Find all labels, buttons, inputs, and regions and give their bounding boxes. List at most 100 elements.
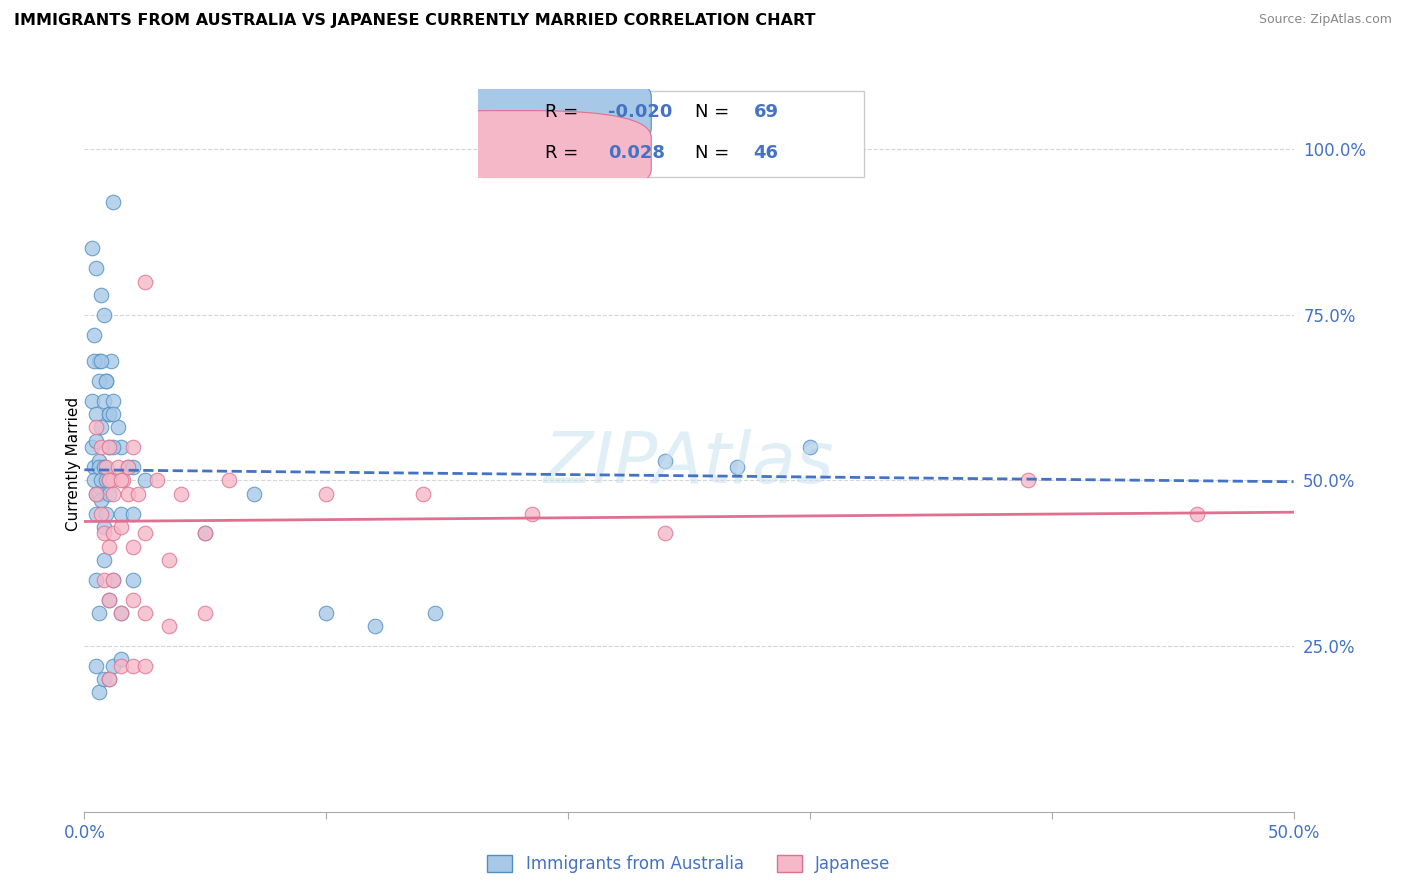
Text: 69: 69	[754, 103, 779, 121]
Point	[93, 393, 115, 408]
Point	[725, 460, 748, 475]
Point	[103, 573, 125, 587]
Point	[87, 685, 110, 699]
Point	[799, 440, 821, 454]
Point	[146, 474, 169, 488]
FancyBboxPatch shape	[375, 70, 651, 155]
Point	[97, 592, 120, 607]
Text: N =: N =	[695, 103, 734, 121]
Point	[194, 606, 217, 620]
Text: Source: ZipAtlas.com: Source: ZipAtlas.com	[1258, 13, 1392, 27]
Point	[103, 195, 125, 210]
Point	[134, 659, 156, 673]
Point	[93, 553, 115, 567]
Text: -0.020: -0.020	[607, 103, 672, 121]
Point	[97, 474, 120, 488]
Point	[103, 393, 125, 408]
Point	[83, 474, 105, 488]
Point	[90, 507, 112, 521]
Point	[93, 520, 115, 534]
Point	[86, 573, 108, 587]
Point	[157, 553, 180, 567]
Point	[80, 440, 103, 454]
Point	[654, 453, 676, 467]
Point	[423, 606, 446, 620]
Point	[121, 659, 143, 673]
Point	[110, 520, 132, 534]
Point	[87, 453, 110, 467]
Point	[93, 672, 115, 686]
Point	[121, 440, 143, 454]
Text: 46: 46	[754, 145, 779, 162]
Point	[80, 242, 103, 256]
Point	[107, 420, 129, 434]
Point	[97, 440, 120, 454]
Point	[134, 275, 156, 289]
Point	[97, 474, 120, 488]
Point	[103, 474, 125, 488]
Point	[97, 592, 120, 607]
Point	[94, 374, 117, 388]
Point	[117, 460, 139, 475]
Point	[1017, 474, 1039, 488]
Text: N =: N =	[695, 145, 734, 162]
Point	[93, 308, 115, 322]
Point	[218, 474, 240, 488]
Point	[1185, 507, 1208, 521]
Point	[86, 434, 108, 448]
Point	[83, 354, 105, 368]
Point	[194, 526, 217, 541]
Point	[363, 619, 385, 633]
Text: R =: R =	[546, 145, 589, 162]
Point	[87, 460, 110, 475]
Point	[93, 526, 115, 541]
Point	[97, 440, 120, 454]
Point	[94, 474, 117, 488]
Point	[87, 486, 110, 500]
Point	[94, 374, 117, 388]
Point	[117, 460, 139, 475]
Point	[90, 493, 112, 508]
Point	[103, 440, 125, 454]
Point	[157, 619, 180, 633]
Text: 0.028: 0.028	[607, 145, 665, 162]
Point	[315, 606, 337, 620]
Point	[134, 474, 156, 488]
Point	[103, 486, 125, 500]
Point	[121, 573, 143, 587]
Point	[170, 486, 193, 500]
Point	[110, 606, 132, 620]
Point	[103, 407, 125, 421]
Point	[110, 440, 132, 454]
Point	[86, 420, 108, 434]
Y-axis label: Currently Married: Currently Married	[66, 397, 80, 531]
Text: ZIPAtlas: ZIPAtlas	[544, 429, 834, 499]
Point	[315, 486, 337, 500]
Point	[100, 354, 122, 368]
FancyBboxPatch shape	[482, 91, 863, 177]
Point	[117, 486, 139, 500]
Point	[194, 526, 217, 541]
Point	[127, 486, 149, 500]
Point	[93, 460, 115, 475]
Point	[134, 526, 156, 541]
Point	[86, 507, 108, 521]
Point	[242, 486, 264, 500]
Point	[94, 507, 117, 521]
Point	[110, 652, 132, 666]
Point	[103, 526, 125, 541]
Point	[121, 460, 143, 475]
Point	[94, 460, 117, 475]
Point	[86, 486, 108, 500]
Point	[80, 393, 103, 408]
Point	[121, 592, 143, 607]
Point	[87, 354, 110, 368]
Point	[103, 659, 125, 673]
Point	[86, 659, 108, 673]
Point	[412, 486, 434, 500]
Point	[654, 526, 676, 541]
Text: R =: R =	[546, 103, 583, 121]
Point	[134, 606, 156, 620]
Point	[93, 573, 115, 587]
Text: IMMIGRANTS FROM AUSTRALIA VS JAPANESE CURRENTLY MARRIED CORRELATION CHART: IMMIGRANTS FROM AUSTRALIA VS JAPANESE CU…	[14, 13, 815, 29]
